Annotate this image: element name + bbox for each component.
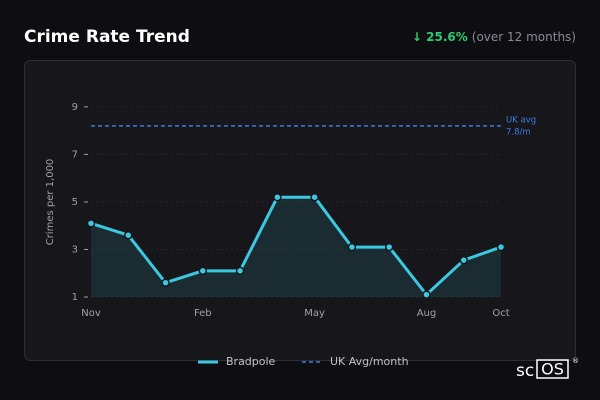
brand-boxed: OS: [541, 360, 564, 379]
point: [198, 266, 208, 276]
x-tick-label: Aug: [417, 308, 437, 319]
legend-label: UK Avg/month: [330, 355, 409, 368]
title: Crime Rate Trend: [24, 27, 190, 47]
point: [422, 290, 431, 299]
change-summary: ↓ 25.6% (over 12 months): [412, 30, 576, 44]
point: [235, 266, 245, 276]
point: [496, 242, 506, 252]
brand-mark: ®: [572, 357, 579, 365]
point: [273, 192, 282, 202]
point: [310, 192, 319, 202]
change-note: (over 12 months): [472, 30, 576, 44]
point: [459, 255, 468, 265]
x-tick-label: Feb: [194, 308, 212, 319]
point: [161, 278, 170, 287]
brand-box: [536, 359, 569, 379]
point: [124, 230, 133, 240]
reference-annotation: 7.8/m: [506, 127, 531, 137]
y-tick-label: 1: [72, 292, 78, 303]
y-tick-label: 9: [72, 102, 78, 113]
legend-label: Bradpole: [226, 355, 276, 368]
area: [91, 197, 501, 297]
point: [347, 242, 357, 252]
line: [90, 195, 502, 297]
brand-text: sc: [516, 361, 534, 381]
y-axis-label: Crimes per 1,000: [45, 159, 56, 246]
y-tick-label: 7: [72, 149, 78, 160]
point: [86, 219, 96, 228]
change-value: ↓ 25.6%: [412, 30, 468, 44]
point: [384, 242, 394, 252]
y-tick-label: 5: [72, 197, 78, 208]
y-tick-label: 3: [72, 244, 78, 255]
reference-annotation: UK avg: [506, 115, 536, 125]
x-tick-label: Nov: [81, 308, 101, 319]
x-tick-label: Oct: [492, 308, 509, 319]
x-tick-label: May: [304, 308, 325, 319]
